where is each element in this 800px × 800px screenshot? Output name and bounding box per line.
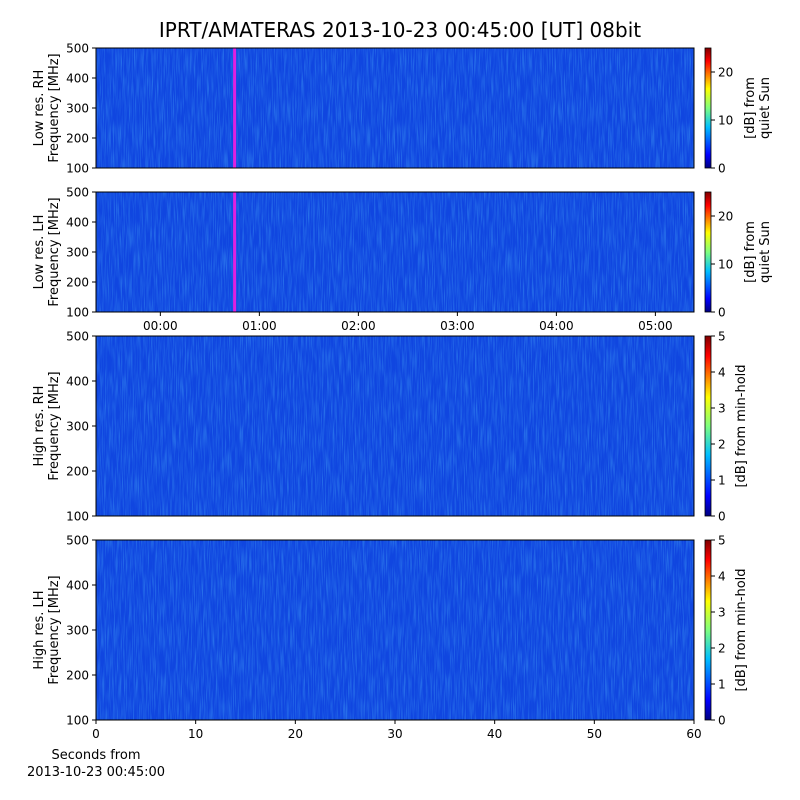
colorbar-label: [dB] fromquiet Sun xyxy=(743,221,773,283)
x-tick-label: 03:00 xyxy=(440,319,475,333)
colorbar-label-line: [dB] from xyxy=(743,221,758,283)
x-axis-label-line: Seconds from xyxy=(51,748,140,763)
y-tick-label: 200 xyxy=(66,132,89,146)
y-tick-label: 100 xyxy=(66,162,89,176)
colorbar-label: [dB] from min-hold xyxy=(734,364,749,487)
spectrogram-texture xyxy=(96,48,694,168)
y-tick-label: 400 xyxy=(66,72,89,86)
colorbar-tick-label: 3 xyxy=(718,606,726,620)
colorbar-tick-label: 0 xyxy=(718,714,726,728)
x-tick-label: 0 xyxy=(92,727,100,741)
y-axis-label-line: High res. RH xyxy=(32,386,47,467)
colorbar-tick-label: 3 xyxy=(718,402,726,416)
y-tick-label: 100 xyxy=(66,714,89,728)
x-tick-label: 10 xyxy=(188,727,203,741)
x-tick-label: 30 xyxy=(387,727,402,741)
colorbar-tick-label: 5 xyxy=(718,330,726,344)
y-tick-label: 500 xyxy=(66,330,89,344)
x-tick-label: 04:00 xyxy=(539,319,574,333)
colorbar xyxy=(704,539,712,721)
spectrogram-texture xyxy=(96,336,694,516)
colorbar-tick-label: 0 xyxy=(718,306,726,320)
x-tick-label: 40 xyxy=(487,727,502,741)
y-tick-label: 500 xyxy=(66,42,89,56)
y-axis-label-line: Frequency [MHz] xyxy=(47,197,62,306)
x-tick-label: 01:00 xyxy=(242,319,277,333)
chart-title: IPRT/AMATERAS 2013-10-23 00:45:00 [UT] 0… xyxy=(159,18,641,42)
colorbar-tick-label: 4 xyxy=(718,366,726,380)
colorbar xyxy=(704,191,712,313)
colorbar-tick-label: 2 xyxy=(718,438,726,452)
colorbar-tick-label: 2 xyxy=(718,642,726,656)
y-axis-label: Low res. RHFrequency [MHz] xyxy=(32,53,62,162)
y-tick-label: 500 xyxy=(66,534,89,548)
x-tick-label: 02:00 xyxy=(341,319,376,333)
colorbar-label-line: [dB] from min-hold xyxy=(734,568,749,691)
colorbar-tick-label: 1 xyxy=(718,474,726,488)
colorbar-tick-label: 20 xyxy=(718,66,733,80)
y-tick-label: 200 xyxy=(66,276,89,290)
y-axis-label: High res. LHFrequency [MHz] xyxy=(32,575,62,684)
spectrogram-texture xyxy=(96,540,694,720)
x-axis-label: Seconds from 2013-10-23 00:45:00 xyxy=(27,748,165,780)
y-tick-label: 500 xyxy=(66,186,89,200)
y-axis-label: Low res. LHFrequency [MHz] xyxy=(32,197,62,306)
colorbar-label: [dB] fromquiet Sun xyxy=(743,77,773,139)
y-axis-label-line: Low res. RH xyxy=(32,70,47,147)
y-tick-label: 300 xyxy=(66,420,89,434)
y-tick-label: 300 xyxy=(66,102,89,116)
colorbar-tick-label: 10 xyxy=(718,258,733,272)
colorbar-label: [dB] from min-hold xyxy=(734,568,749,691)
colorbar xyxy=(704,47,712,169)
y-tick-label: 400 xyxy=(66,375,89,389)
y-tick-label: 300 xyxy=(66,246,89,260)
y-tick-label: 200 xyxy=(66,669,89,683)
y-tick-label: 400 xyxy=(66,579,89,593)
y-tick-label: 100 xyxy=(66,306,89,320)
y-axis-label-line: Low res. LH xyxy=(32,215,47,290)
colorbar-tick-label: 0 xyxy=(718,162,726,176)
spectrogram-texture xyxy=(96,192,694,312)
colorbar-tick-label: 5 xyxy=(718,534,726,548)
y-tick-label: 100 xyxy=(66,510,89,524)
colorbar-label-line: [dB] from min-hold xyxy=(734,364,749,487)
x-tick-label: 00:00 xyxy=(143,319,178,333)
y-axis-label-line: Frequency [MHz] xyxy=(47,371,62,480)
colorbar-tick-label: 10 xyxy=(718,114,733,128)
colorbar-label-line: quiet Sun xyxy=(758,221,773,283)
x-axis-label-line: 2013-10-23 00:45:00 xyxy=(27,765,165,780)
y-tick-label: 200 xyxy=(66,465,89,479)
y-axis-label-line: High res. LH xyxy=(32,590,47,669)
colorbar-tick-label: 0 xyxy=(718,510,726,524)
y-axis-label: High res. RHFrequency [MHz] xyxy=(32,371,62,480)
colorbar-tick-label: 1 xyxy=(718,678,726,692)
x-tick-label: 50 xyxy=(587,727,602,741)
colorbar xyxy=(704,335,712,517)
y-axis-label-line: Frequency [MHz] xyxy=(47,53,62,162)
x-tick-label: 20 xyxy=(288,727,303,741)
y-tick-label: 300 xyxy=(66,624,89,638)
colorbar-label-line: quiet Sun xyxy=(758,77,773,139)
colorbar-label-line: [dB] from xyxy=(743,77,758,139)
x-tick-label: 05:00 xyxy=(638,319,673,333)
x-tick-label: 60 xyxy=(686,727,701,741)
colorbar-tick-label: 20 xyxy=(718,210,733,224)
colorbar-tick-label: 4 xyxy=(718,570,726,584)
y-axis-label-line: Frequency [MHz] xyxy=(47,575,62,684)
y-tick-label: 400 xyxy=(66,216,89,230)
